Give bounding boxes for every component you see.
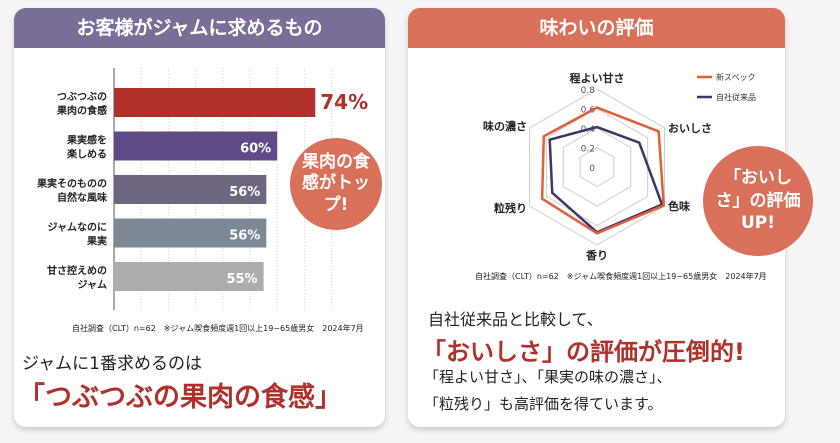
radar-grid-ring [562, 127, 632, 207]
radar-grid-ring [545, 107, 649, 227]
bar-data-label: 56% [229, 229, 260, 244]
right-callout-text: 「おいしさ」の評価UP! [715, 167, 801, 234]
radar-axis-label: 粒残り [494, 201, 527, 215]
category-label: 果実感を [66, 134, 107, 147]
right-callout-bubble: 「おいしさ」の評価UP! [703, 146, 813, 256]
left-summary-line1: ジャムに1番求めるのは [22, 354, 202, 374]
bar-data-label: 55% [226, 272, 257, 287]
right-summary-line1: 自社従来品と比較して、 [428, 310, 603, 329]
left-panel-title: お客様がジャムに求めるもの [14, 8, 385, 48]
radar-grid-ring [579, 146, 615, 188]
left-callout-text: 果肉の食感がトップ! [302, 152, 370, 215]
category-label: ジャム [78, 279, 108, 291]
radar-tick-label: 0.8 [581, 86, 596, 96]
radar-axis-label: 程よい甘さ [570, 71, 625, 85]
radar-axis-label: 味の濃さ [483, 119, 527, 133]
left-callout-bubble: 果肉の食感がトップ! [290, 138, 382, 230]
legend-label: 自社従来品 [716, 92, 756, 102]
category-label: 果肉の食感 [56, 104, 107, 117]
radar-axis-label: おいしさ [668, 122, 712, 135]
bar-data-label: 56% [229, 185, 260, 200]
bar [114, 131, 278, 161]
radar-grid-ring [528, 88, 666, 246]
left-summary-line2: 「つぶつぶの果肉の食感」 [18, 382, 342, 413]
category-label: ジャムなのに [48, 222, 108, 234]
radar-axis-label: 色味 [668, 199, 690, 213]
right-note: 自社調査（CLT）n=62 ※ジャム喫食頻度週1回以上19~65歳男女 2024… [475, 272, 767, 281]
category-label: つぶつぶの [57, 91, 107, 103]
bar [114, 262, 264, 291]
category-label: 甘さ控えめの [47, 264, 107, 277]
bar [114, 218, 267, 248]
radar-series-line [540, 106, 666, 235]
radar-axis-label: 香り [585, 248, 608, 262]
radar-tick-label: 0.6 [581, 106, 596, 116]
radar-series-line [548, 125, 664, 234]
category-label: 楽しめる [66, 148, 107, 161]
bar-data-label: 74% [320, 90, 368, 114]
bar [114, 175, 267, 204]
radar-tick-label: 0.2 [581, 145, 595, 155]
left-note: 自社調査（CLT）n=62 ※ジャム喫食頻度週1回以上19~65歳男女 2024… [72, 324, 364, 333]
right-summary-line4: 「粒残り」も高評価を得ています。 [424, 395, 663, 413]
category-label: 果実 [86, 235, 107, 248]
category-label: 自然な風味 [57, 191, 107, 204]
radar-tick-label: 0 [589, 164, 595, 174]
right-panel-title: 味わいの評価 [408, 8, 785, 48]
category-label: 果実そのものの [36, 177, 107, 190]
legend-label: 新スペック [716, 72, 755, 82]
bar [114, 88, 316, 117]
bar-data-label: 60% [240, 142, 271, 157]
right-summary-line2: 「おいしさ」の評価が圧倒的! [422, 338, 745, 366]
right-summary-line3: 「程よい甘さ」、「果実の味の濃さ」、 [424, 368, 672, 386]
